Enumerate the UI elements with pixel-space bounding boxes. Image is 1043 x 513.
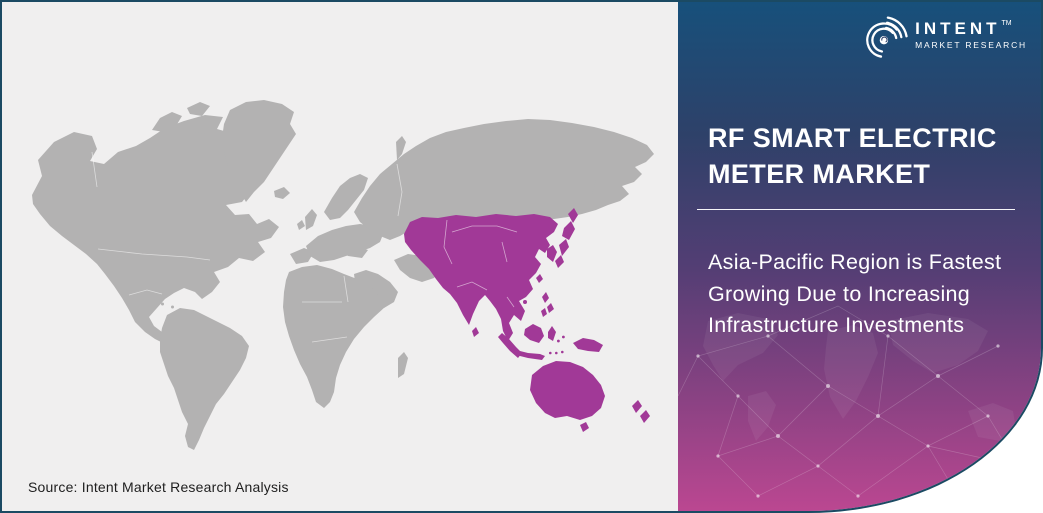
- region-sri-lanka: [472, 327, 479, 337]
- map-regions-asia-pacific: [404, 208, 650, 432]
- world-map-area: Source: Intent Market Research Analysis: [2, 2, 678, 511]
- map-country-borders: [91, 151, 518, 343]
- region-south-america: [160, 308, 249, 450]
- title-divider: [697, 209, 1015, 210]
- region-north-america: [32, 115, 279, 344]
- region-new-guinea: [573, 338, 603, 352]
- region-greenland: [222, 100, 296, 202]
- region-madagascar: [398, 352, 408, 378]
- region-africa: [283, 265, 385, 408]
- logo-text: INTENT TM MARKET RESEARCH: [915, 19, 1027, 51]
- source-note: Source: Intent Market Research Analysis: [28, 479, 289, 495]
- logo-tagline: MARKET RESEARCH: [915, 40, 1027, 50]
- report-title-line-1: RF SMART ELECTRIC: [708, 123, 997, 153]
- report-subtitle-line-3: Infrastructure Investments: [708, 313, 965, 337]
- region-canadian-arctic: [152, 102, 214, 134]
- region-new-zealand: [632, 400, 650, 423]
- region-taiwan: [536, 274, 543, 283]
- region-australia: [530, 361, 605, 420]
- region-borneo: [524, 324, 544, 343]
- report-subtitle-line-1: Asia-Pacific Region is Fastest: [708, 250, 1002, 274]
- region-russia: [354, 119, 654, 240]
- region-novaya-zemlya: [396, 136, 406, 160]
- report-subtitle: Asia-Pacific Region is Fastest Growing D…: [708, 247, 1013, 342]
- region-asia-mainland: [404, 214, 558, 341]
- region-tasmania: [580, 422, 589, 432]
- region-lesser-sunda-islands: [549, 335, 565, 355]
- region-japan: [555, 208, 578, 268]
- region-europe: [290, 224, 384, 264]
- report-subtitle-line-2: Growing Due to Increasing: [708, 281, 971, 306]
- logo-brand: INTENT: [915, 19, 1001, 38]
- region-scandinavia: [324, 174, 368, 220]
- region-java: [516, 350, 545, 360]
- panel-content: RF SMART ELECTRIC METER MARKET Asia-Paci…: [697, 120, 1015, 342]
- region-korea: [547, 245, 557, 262]
- region-kamchatka: [577, 164, 596, 206]
- region-caribbean: [153, 299, 174, 309]
- report-title-line-2: METER MARKET: [708, 159, 931, 189]
- logo-trademark: TM: [1001, 20, 1012, 27]
- report-title: RF SMART ELECTRIC METER MARKET: [708, 120, 1013, 192]
- map-regions-gray: [32, 100, 654, 450]
- region-sulawesi: [548, 326, 556, 341]
- region-iceland: [274, 187, 290, 199]
- broadcast-signal-icon: [866, 16, 908, 58]
- info-panel: INTENT TM MARKET RESEARCH RF SMART ELECT…: [678, 2, 1041, 511]
- region-united-kingdom: [297, 209, 317, 230]
- company-logo: INTENT TM MARKET RESEARCH: [862, 10, 1027, 60]
- region-hainan: [523, 300, 527, 304]
- region-philippines: [541, 292, 554, 317]
- world-map: [32, 100, 654, 450]
